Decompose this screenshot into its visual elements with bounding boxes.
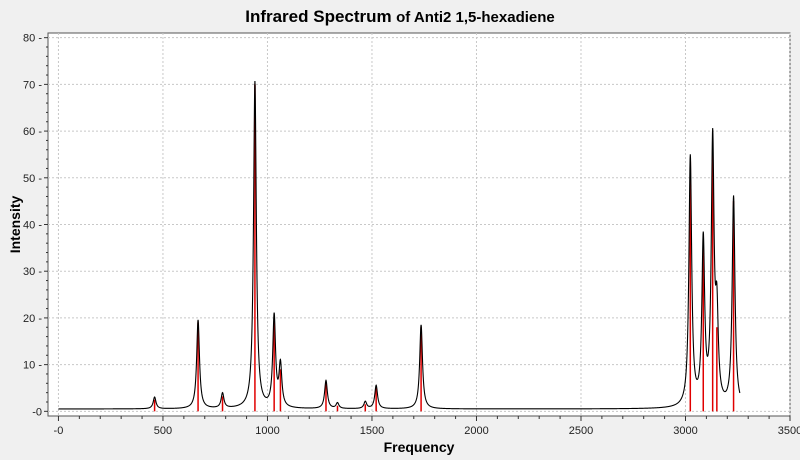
x-axis-title: Frequency	[384, 439, 455, 455]
y-tick-label: 80 -	[23, 33, 42, 45]
chart-title-main: Infrared Spectrum	[245, 7, 392, 26]
y-axis-title: Intensity	[7, 196, 23, 254]
y-tick-label: -0	[32, 406, 42, 418]
x-tick-label: 1000	[255, 425, 279, 437]
x-tick-label: -0	[54, 425, 64, 437]
x-tick-label: 2000	[464, 425, 488, 437]
y-tick-label: 10 -	[23, 360, 42, 372]
chart-title: Infrared Spectrum of Anti2 1,5-hexadiene	[0, 7, 800, 27]
plot-area	[47, 32, 791, 417]
chart-title-sub: of Anti2 1,5-hexadiene	[396, 9, 555, 26]
y-tick-label: 40 -	[23, 220, 42, 232]
y-tick-label: 70 -	[23, 79, 42, 91]
spectrum-curve	[58, 80, 741, 410]
y-tick-label: 50 -	[23, 173, 42, 185]
x-tick-label: 3000	[673, 425, 697, 437]
y-tick-label: 60 -	[23, 126, 42, 138]
x-tick-label: 1500	[360, 425, 384, 437]
y-tick-label: 30 -	[23, 266, 42, 278]
y-tick-label: 20 -	[23, 313, 42, 325]
x-tick-label: 500	[154, 425, 172, 437]
x-tick-label: 2500	[569, 425, 593, 437]
x-tick-label: 3500	[778, 425, 800, 437]
